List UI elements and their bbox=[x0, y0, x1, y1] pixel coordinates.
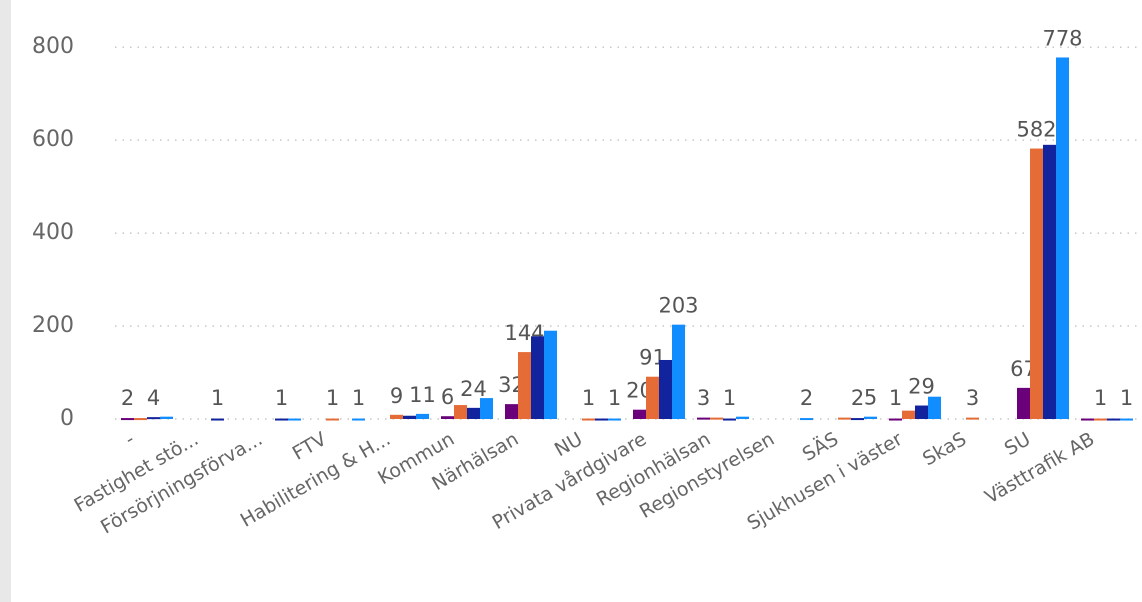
data-label: 11 bbox=[409, 383, 436, 407]
bar bbox=[352, 418, 365, 421]
bar bbox=[646, 376, 659, 419]
bar bbox=[966, 417, 979, 420]
bar bbox=[736, 416, 749, 419]
bar bbox=[633, 409, 646, 419]
bar bbox=[1017, 387, 1030, 419]
y-tick-label: 200 bbox=[32, 313, 74, 338]
bar bbox=[390, 414, 403, 419]
data-label: 3 bbox=[697, 386, 710, 410]
bar bbox=[659, 359, 672, 419]
bar bbox=[582, 418, 595, 421]
bar bbox=[403, 415, 416, 419]
bar bbox=[915, 405, 928, 419]
data-label: 3 bbox=[966, 386, 979, 410]
bar bbox=[531, 336, 544, 419]
data-label: 1 bbox=[352, 386, 365, 410]
bar bbox=[467, 407, 480, 419]
bar bbox=[480, 398, 493, 419]
bar bbox=[1107, 418, 1120, 421]
data-label: 1 bbox=[1120, 386, 1133, 410]
data-label: 2 bbox=[851, 386, 864, 410]
x-tick-label: NU bbox=[551, 428, 586, 461]
bar bbox=[800, 418, 813, 421]
bar bbox=[889, 418, 902, 421]
bar bbox=[838, 417, 851, 420]
bar bbox=[672, 324, 685, 419]
bar bbox=[441, 416, 454, 419]
bar bbox=[864, 416, 877, 419]
y-tick-label: 0 bbox=[60, 406, 74, 431]
data-label: 1 bbox=[211, 386, 224, 410]
x-tick-label: Västtrafik AB bbox=[981, 428, 1098, 508]
bar bbox=[134, 418, 147, 421]
y-tick-label: 800 bbox=[32, 34, 74, 59]
bar bbox=[505, 404, 518, 419]
data-label: 778 bbox=[1042, 26, 1082, 50]
bar bbox=[1030, 148, 1043, 419]
data-label: 582 bbox=[1016, 118, 1056, 142]
bar bbox=[275, 418, 288, 421]
bar bbox=[1081, 418, 1094, 421]
bar bbox=[697, 417, 710, 420]
data-label: 9 bbox=[390, 384, 403, 408]
bar bbox=[288, 418, 301, 421]
bar bbox=[326, 418, 339, 421]
bar bbox=[1056, 57, 1069, 419]
bar bbox=[454, 405, 467, 419]
bar bbox=[544, 330, 557, 419]
data-label: 2 bbox=[121, 386, 134, 410]
bar bbox=[595, 418, 608, 421]
data-label: 1 bbox=[608, 386, 621, 410]
bar bbox=[928, 396, 941, 419]
data-label: 1 bbox=[275, 386, 288, 410]
bar bbox=[723, 418, 736, 421]
x-tick-label: SU bbox=[1001, 428, 1034, 460]
data-label: 1 bbox=[1094, 386, 1107, 410]
data-label: 203 bbox=[658, 294, 698, 318]
data-label: 24 bbox=[460, 377, 487, 401]
data-label: 1 bbox=[889, 386, 902, 410]
data-label: 4 bbox=[147, 386, 160, 410]
bar bbox=[121, 418, 134, 421]
y-tick-label: 600 bbox=[32, 127, 74, 152]
data-label: 1 bbox=[326, 386, 339, 410]
x-tick-label: SÄS bbox=[798, 427, 842, 466]
side-strip bbox=[0, 0, 11, 602]
data-label: 1 bbox=[582, 386, 595, 410]
data-label: 2 bbox=[800, 386, 813, 410]
bar bbox=[851, 418, 864, 421]
bar bbox=[160, 416, 173, 419]
data-label: 5 bbox=[864, 386, 877, 410]
x-tick-label: FTV bbox=[289, 428, 330, 465]
data-label: 1 bbox=[723, 386, 736, 410]
bar bbox=[902, 410, 915, 419]
data-label: 6 bbox=[441, 385, 454, 409]
data-label: 29 bbox=[908, 375, 935, 399]
bar bbox=[1094, 418, 1107, 421]
bar bbox=[211, 418, 224, 421]
bar bbox=[608, 418, 621, 421]
bar bbox=[710, 417, 723, 420]
bar bbox=[416, 413, 429, 419]
y-tick-label: 400 bbox=[32, 220, 74, 245]
bar bbox=[518, 352, 531, 419]
bar bbox=[1120, 418, 1133, 421]
x-tick-label: SkaS bbox=[919, 428, 970, 470]
x-tick-label: - bbox=[121, 428, 138, 450]
bar bbox=[147, 417, 160, 420]
bar bbox=[1043, 144, 1056, 419]
